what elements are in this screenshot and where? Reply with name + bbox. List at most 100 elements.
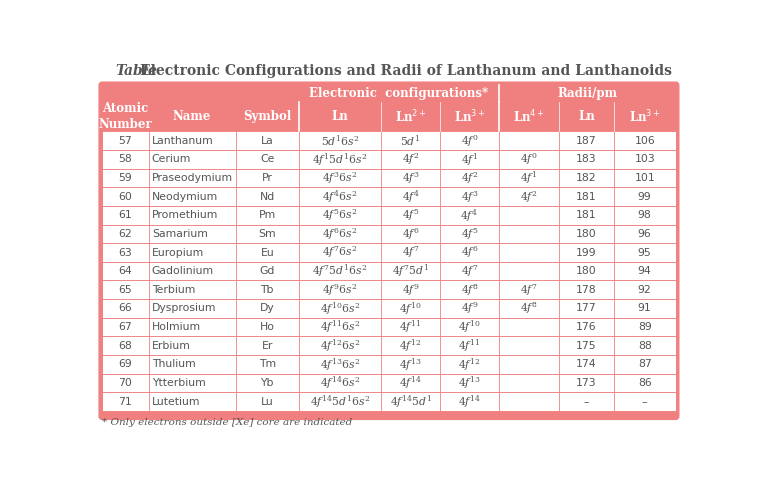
Text: $4f^{12}$: $4f^{12}$ (458, 356, 481, 372)
Text: Dy: Dy (260, 304, 275, 313)
Text: 63: 63 (118, 247, 132, 257)
Text: 180: 180 (576, 266, 597, 276)
Text: $4f^{14}5d^{1}6s^{2}$: $4f^{14}5d^{1}6s^{2}$ (310, 393, 370, 410)
Text: 177: 177 (576, 304, 597, 313)
Text: Neodymium: Neodymium (152, 192, 218, 202)
Text: 176: 176 (576, 322, 597, 332)
Text: Name: Name (173, 110, 211, 123)
Text: $5d^{1}$: $5d^{1}$ (400, 133, 421, 148)
Text: $4f^{13}6s^{2}$: $4f^{13}6s^{2}$ (319, 356, 360, 372)
Text: $4f^{1}$: $4f^{1}$ (521, 170, 538, 186)
Text: Thulium: Thulium (152, 359, 196, 369)
Text: Erbium: Erbium (152, 341, 190, 351)
Text: Ln$^{4+}$: Ln$^{4+}$ (513, 109, 545, 125)
Text: 175: 175 (576, 341, 597, 351)
Text: $4f^{13}$: $4f^{13}$ (399, 356, 422, 372)
FancyBboxPatch shape (99, 82, 679, 419)
Text: 89: 89 (638, 322, 651, 332)
Text: Electronic Configurations and Radii of Lanthanum and Lanthanoids: Electronic Configurations and Radii of L… (140, 64, 672, 78)
Text: $4f^{4}6s^{2}$: $4f^{4}6s^{2}$ (322, 188, 358, 205)
Text: Tb: Tb (260, 285, 274, 295)
Text: 96: 96 (638, 229, 651, 239)
Text: 180: 180 (576, 229, 597, 239)
Text: $4f^{9}6s^{2}$: $4f^{9}6s^{2}$ (322, 282, 358, 298)
Text: Praseodymium: Praseodymium (152, 173, 233, 183)
Text: $4f^{12}6s^{2}$: $4f^{12}6s^{2}$ (319, 338, 360, 354)
Text: $4f^{4}$: $4f^{4}$ (402, 188, 420, 205)
Text: 64: 64 (118, 266, 132, 276)
Text: 94: 94 (638, 266, 651, 276)
Text: 68: 68 (118, 341, 132, 351)
Text: Ytterbium: Ytterbium (152, 378, 206, 388)
Text: 178: 178 (576, 285, 597, 295)
Text: Ho: Ho (260, 322, 275, 332)
Text: Ln: Ln (578, 110, 595, 123)
Text: $4f^{13}$: $4f^{13}$ (458, 375, 481, 391)
Text: 181: 181 (576, 210, 597, 220)
Text: $4f^{9}$: $4f^{9}$ (402, 282, 419, 298)
Text: Pr: Pr (262, 173, 273, 183)
Text: $4f^{2}$: $4f^{2}$ (461, 170, 478, 186)
Text: $4f^{10}6s^{2}$: $4f^{10}6s^{2}$ (319, 300, 360, 317)
Text: $4f^{8}$: $4f^{8}$ (520, 301, 538, 316)
Text: 101: 101 (634, 173, 655, 183)
Text: 70: 70 (118, 378, 132, 388)
Text: 88: 88 (638, 341, 651, 351)
Text: 92: 92 (638, 285, 651, 295)
Bar (102, 131, 676, 150)
Text: 66: 66 (118, 304, 132, 313)
Text: Europium: Europium (152, 247, 204, 257)
Text: $4f^{3}6s^{2}$: $4f^{3}6s^{2}$ (322, 170, 358, 186)
Text: $4f^{12}$: $4f^{12}$ (399, 338, 422, 354)
Text: 182: 182 (576, 173, 597, 183)
Text: Lutetium: Lutetium (152, 397, 200, 406)
Text: $4f^{5}$: $4f^{5}$ (402, 207, 419, 223)
Bar (102, 355, 676, 373)
Text: 174: 174 (576, 359, 597, 369)
Text: Ln$^{3+}$: Ln$^{3+}$ (629, 109, 660, 125)
Bar (102, 318, 676, 337)
Text: 91: 91 (638, 304, 651, 313)
Text: $4f^{11}$: $4f^{11}$ (399, 319, 422, 336)
Bar (102, 187, 676, 206)
Text: $4f^{11}6s^{2}$: $4f^{11}6s^{2}$ (319, 319, 360, 336)
Text: $4f^{7}$: $4f^{7}$ (520, 282, 538, 298)
Text: 187: 187 (576, 136, 597, 146)
Text: $4f^{8}$: $4f^{8}$ (461, 282, 478, 298)
Text: $4f^{7}5d^{1}$: $4f^{7}5d^{1}$ (392, 263, 429, 279)
Text: Lu: Lu (261, 397, 273, 406)
Bar (102, 224, 676, 243)
Text: $4f^{4}$: $4f^{4}$ (461, 207, 478, 223)
Text: Holmium: Holmium (152, 322, 201, 332)
Bar (102, 169, 676, 187)
Text: $4f^{7}$: $4f^{7}$ (402, 245, 419, 260)
Text: $4f^{5}6s^{2}$: $4f^{5}6s^{2}$ (322, 207, 358, 223)
Text: Pm: Pm (259, 210, 276, 220)
Text: La: La (261, 136, 273, 146)
Text: 62: 62 (118, 229, 132, 239)
Bar (102, 299, 676, 318)
Text: Table: Table (115, 64, 157, 78)
Text: $4f^{3}$: $4f^{3}$ (461, 189, 478, 205)
Text: Atomic
Number: Atomic Number (98, 102, 152, 131)
Bar (102, 392, 676, 411)
Bar (102, 337, 676, 355)
Text: 58: 58 (118, 154, 132, 164)
Text: Electronic  configurations*: Electronic configurations* (310, 87, 488, 100)
Bar (102, 150, 676, 169)
Text: Radii/pm: Radii/pm (558, 87, 617, 100)
Text: Tm: Tm (259, 359, 276, 369)
Text: $4f^{6}6s^{2}$: $4f^{6}6s^{2}$ (322, 226, 358, 242)
Text: $4f^{2}$: $4f^{2}$ (520, 189, 538, 205)
Text: 61: 61 (118, 210, 132, 220)
Text: $4f^{6}$: $4f^{6}$ (402, 226, 419, 242)
Text: 99: 99 (638, 192, 651, 202)
Text: Dysprosium: Dysprosium (152, 304, 217, 313)
Text: $4f^{7}$: $4f^{7}$ (461, 263, 478, 279)
Text: $4f^{7}5d^{1}6s^{2}$: $4f^{7}5d^{1}6s^{2}$ (313, 263, 368, 279)
Text: $4f^{3}$: $4f^{3}$ (402, 170, 419, 186)
Text: Gadolinium: Gadolinium (152, 266, 214, 276)
Text: Nd: Nd (260, 192, 275, 202)
Text: $4f^{14}6s^{2}$: $4f^{14}6s^{2}$ (319, 375, 360, 391)
Text: Ln: Ln (332, 110, 349, 123)
